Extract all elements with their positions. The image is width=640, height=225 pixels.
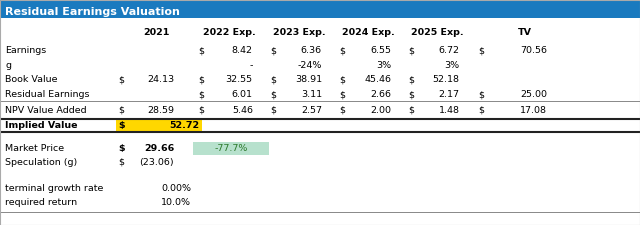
Text: 2.57: 2.57 [301, 106, 322, 115]
Text: 29.66: 29.66 [144, 144, 174, 153]
Text: $: $ [118, 106, 124, 115]
Text: terminal growth rate: terminal growth rate [5, 184, 104, 193]
Text: $: $ [408, 46, 414, 55]
FancyBboxPatch shape [193, 142, 269, 155]
Text: 3.11: 3.11 [301, 90, 322, 99]
Text: $: $ [198, 90, 204, 99]
Text: $: $ [408, 90, 414, 99]
Text: 0.00%: 0.00% [161, 184, 191, 193]
Text: $: $ [118, 75, 124, 84]
Text: 70.56: 70.56 [520, 46, 547, 55]
Text: -77.7%: -77.7% [214, 144, 248, 153]
Text: 38.91: 38.91 [295, 75, 322, 84]
Text: Implied Value: Implied Value [5, 121, 77, 130]
Text: $: $ [118, 144, 125, 153]
Text: NPV Value Added: NPV Value Added [5, 106, 87, 115]
Text: $: $ [270, 75, 276, 84]
FancyBboxPatch shape [0, 0, 640, 18]
Text: 3%: 3% [376, 61, 392, 70]
Text: $: $ [339, 106, 345, 115]
Text: 3%: 3% [444, 61, 460, 70]
Text: 5.46: 5.46 [232, 106, 253, 115]
Text: $: $ [479, 106, 484, 115]
Text: $: $ [339, 46, 345, 55]
Text: 6.55: 6.55 [371, 46, 392, 55]
Text: 8.42: 8.42 [232, 46, 253, 55]
Text: 1.48: 1.48 [438, 106, 460, 115]
Text: 2025 Exp.: 2025 Exp. [412, 28, 464, 37]
Text: required return: required return [5, 198, 77, 207]
Text: 45.46: 45.46 [365, 75, 392, 84]
Text: Residual Earnings Valuation: Residual Earnings Valuation [5, 7, 180, 17]
Text: $: $ [270, 46, 276, 55]
Text: $: $ [479, 46, 484, 55]
Text: 28.59: 28.59 [147, 106, 174, 115]
FancyBboxPatch shape [116, 119, 202, 132]
Text: $: $ [270, 106, 276, 115]
Text: $: $ [118, 158, 124, 167]
Text: 2022 Exp.: 2022 Exp. [203, 28, 255, 37]
Text: $: $ [270, 90, 276, 99]
Text: Market Price: Market Price [5, 144, 64, 153]
Text: Earnings: Earnings [5, 46, 46, 55]
Text: 2021: 2021 [143, 28, 170, 37]
Text: $: $ [198, 106, 204, 115]
Text: $: $ [339, 90, 345, 99]
Text: $: $ [339, 75, 345, 84]
Text: $: $ [408, 75, 414, 84]
Text: 6.72: 6.72 [438, 46, 460, 55]
Text: Book Value: Book Value [5, 75, 58, 84]
Text: 6.36: 6.36 [301, 46, 322, 55]
Text: 17.08: 17.08 [520, 106, 547, 115]
Text: 24.13: 24.13 [147, 75, 174, 84]
Text: 10.0%: 10.0% [161, 198, 191, 207]
Text: 2024 Exp.: 2024 Exp. [342, 28, 395, 37]
Text: TV: TV [518, 28, 532, 37]
Text: $: $ [198, 75, 204, 84]
Text: $: $ [408, 106, 414, 115]
Text: $: $ [198, 46, 204, 55]
Text: (23.06): (23.06) [140, 158, 174, 167]
Text: 6.01: 6.01 [232, 90, 253, 99]
Text: Speculation (g): Speculation (g) [5, 158, 77, 167]
Text: 2023 Exp.: 2023 Exp. [273, 28, 326, 37]
Text: 2.17: 2.17 [438, 90, 460, 99]
Text: -: - [250, 61, 253, 70]
Text: $: $ [118, 121, 125, 130]
Text: -24%: -24% [298, 61, 322, 70]
Text: 52.72: 52.72 [170, 121, 200, 130]
Text: 2.66: 2.66 [371, 90, 392, 99]
Text: 25.00: 25.00 [520, 90, 547, 99]
Text: g: g [5, 61, 11, 70]
Text: 52.18: 52.18 [433, 75, 460, 84]
Text: $: $ [479, 90, 484, 99]
Text: 32.55: 32.55 [226, 75, 253, 84]
Text: Residual Earnings: Residual Earnings [5, 90, 90, 99]
Text: 2.00: 2.00 [371, 106, 392, 115]
